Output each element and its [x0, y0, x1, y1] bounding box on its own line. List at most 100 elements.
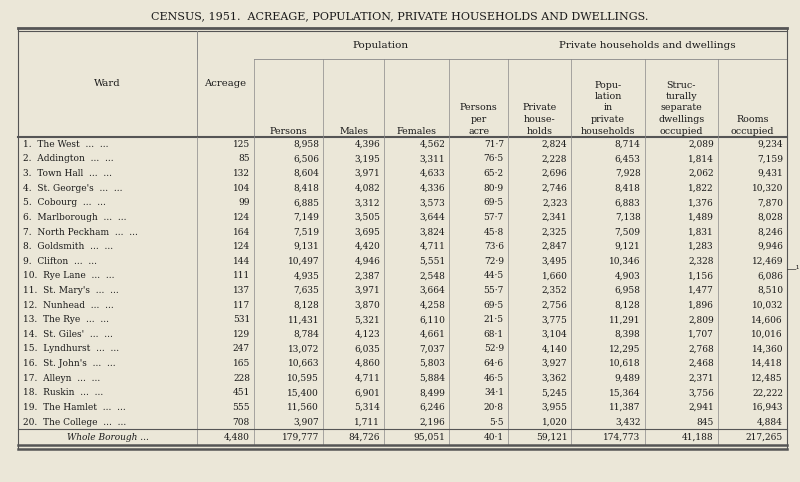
- Text: 1,814: 1,814: [688, 154, 714, 163]
- Text: 8,604: 8,604: [294, 169, 319, 178]
- Text: 1.  The West  ...  ...: 1. The West ... ...: [23, 140, 109, 149]
- Text: 10,663: 10,663: [288, 359, 319, 368]
- Text: 7,509: 7,509: [614, 228, 641, 237]
- Text: 95,051: 95,051: [414, 433, 446, 442]
- Text: 4,480: 4,480: [224, 433, 250, 442]
- Text: 59,121: 59,121: [536, 433, 567, 442]
- Text: 99: 99: [238, 198, 250, 207]
- Text: 15.  Lyndhurst  ...  ...: 15. Lyndhurst ... ...: [23, 345, 119, 353]
- Text: 52·9: 52·9: [484, 345, 504, 353]
- Text: 2,548: 2,548: [419, 271, 446, 281]
- Text: 18.  Ruskin  ...  ...: 18. Ruskin ... ...: [23, 388, 103, 397]
- Text: 117: 117: [233, 301, 250, 309]
- Text: 3,362: 3,362: [542, 374, 567, 383]
- Text: 8,510: 8,510: [757, 286, 783, 295]
- Text: 4,420: 4,420: [354, 242, 380, 251]
- Text: Persons: Persons: [270, 126, 307, 135]
- Text: 3,971: 3,971: [354, 286, 380, 295]
- Text: 2,941: 2,941: [688, 403, 714, 412]
- Text: —¹: —¹: [786, 264, 800, 273]
- Text: 34·1: 34·1: [484, 388, 504, 397]
- Text: 6,110: 6,110: [419, 315, 446, 324]
- Text: 8,784: 8,784: [294, 330, 319, 339]
- Text: 11,291: 11,291: [609, 315, 641, 324]
- Text: 9.  Clifton  ...  ...: 9. Clifton ... ...: [23, 257, 97, 266]
- Text: 8,128: 8,128: [294, 301, 319, 309]
- Text: 20.  The College  ...  ...: 20. The College ... ...: [23, 417, 126, 427]
- Text: 46·5: 46·5: [484, 374, 504, 383]
- Text: 174,773: 174,773: [603, 433, 641, 442]
- Text: 4,336: 4,336: [420, 184, 446, 193]
- Text: 2,341: 2,341: [542, 213, 567, 222]
- Text: 8,128: 8,128: [615, 301, 641, 309]
- Text: 17.  Alleyn  ...  ...: 17. Alleyn ... ...: [23, 374, 100, 383]
- Text: 1,896: 1,896: [688, 301, 714, 309]
- Text: 12,295: 12,295: [609, 345, 641, 353]
- Text: Ward: Ward: [94, 80, 121, 89]
- Text: 4,711: 4,711: [354, 374, 380, 383]
- Text: 3.  Town Hall  ...  ...: 3. Town Hall ... ...: [23, 169, 112, 178]
- Text: 2,328: 2,328: [688, 257, 714, 266]
- Text: 13.  The Rye  ...  ...: 13. The Rye ... ...: [23, 315, 109, 324]
- Text: lation: lation: [594, 92, 622, 101]
- Text: 2,062: 2,062: [688, 169, 714, 178]
- Text: 10,497: 10,497: [287, 257, 319, 266]
- Text: 5,321: 5,321: [354, 315, 380, 324]
- Text: 4,258: 4,258: [419, 301, 446, 309]
- Text: 3,495: 3,495: [542, 257, 567, 266]
- Text: 2,847: 2,847: [542, 242, 567, 251]
- Text: 7.  North Peckham  ...  ...: 7. North Peckham ... ...: [23, 228, 138, 237]
- Text: 85: 85: [238, 154, 250, 163]
- Text: 2,768: 2,768: [688, 345, 714, 353]
- Text: 4,946: 4,946: [354, 257, 380, 266]
- Text: 40·1: 40·1: [484, 433, 504, 442]
- Text: 9,431: 9,431: [758, 169, 783, 178]
- Text: 2,809: 2,809: [688, 315, 714, 324]
- Text: occupied: occupied: [730, 126, 774, 135]
- Text: 19.  The Hamlet  ...  ...: 19. The Hamlet ... ...: [23, 403, 126, 412]
- Text: 5.  Cobourg  ...  ...: 5. Cobourg ... ...: [23, 198, 106, 207]
- Text: 1,831: 1,831: [688, 228, 714, 237]
- Text: 2,824: 2,824: [542, 140, 567, 149]
- Text: 2,468: 2,468: [688, 359, 714, 368]
- Text: Males: Males: [339, 126, 368, 135]
- Text: 2,089: 2,089: [688, 140, 714, 149]
- Text: 3,195: 3,195: [354, 154, 380, 163]
- Text: 3,695: 3,695: [354, 228, 380, 237]
- Text: 21·5: 21·5: [484, 315, 504, 324]
- Text: 5,245: 5,245: [542, 388, 567, 397]
- Text: 15,364: 15,364: [609, 388, 641, 397]
- Text: 124: 124: [233, 242, 250, 251]
- Text: 11.  St. Mary's  ...  ...: 11. St. Mary's ... ...: [23, 286, 118, 295]
- Text: 10,618: 10,618: [609, 359, 641, 368]
- Text: 11,431: 11,431: [288, 315, 319, 324]
- Text: Rooms: Rooms: [736, 115, 769, 124]
- Text: 2,196: 2,196: [419, 417, 446, 427]
- Text: 111: 111: [233, 271, 250, 281]
- Text: 10.  Rye Lane  ...  ...: 10. Rye Lane ... ...: [23, 271, 114, 281]
- Text: 9,946: 9,946: [757, 242, 783, 251]
- Text: 8.  Goldsmith  ...  ...: 8. Goldsmith ... ...: [23, 242, 113, 251]
- Text: 3,311: 3,311: [420, 154, 446, 163]
- Text: 5,314: 5,314: [354, 403, 380, 412]
- Text: Private households and dwellings: Private households and dwellings: [559, 40, 736, 50]
- Text: 3,312: 3,312: [354, 198, 380, 207]
- Text: 4,123: 4,123: [354, 330, 380, 339]
- Text: 3,971: 3,971: [354, 169, 380, 178]
- Text: 1,660: 1,660: [542, 271, 567, 281]
- Text: 5,884: 5,884: [419, 374, 446, 383]
- Text: Struc-: Struc-: [666, 80, 696, 90]
- Text: 165: 165: [233, 359, 250, 368]
- Text: 2,371: 2,371: [688, 374, 714, 383]
- Text: 65·2: 65·2: [484, 169, 504, 178]
- Text: 4,396: 4,396: [354, 140, 380, 149]
- Text: 2,387: 2,387: [354, 271, 380, 281]
- Text: 6,506: 6,506: [293, 154, 319, 163]
- Text: 44·5: 44·5: [484, 271, 504, 281]
- Text: 2,696: 2,696: [542, 169, 567, 178]
- Text: 14,418: 14,418: [751, 359, 783, 368]
- Text: 3,927: 3,927: [542, 359, 567, 368]
- Text: 3,573: 3,573: [419, 198, 446, 207]
- Text: Popu-: Popu-: [594, 80, 622, 90]
- Text: 9,131: 9,131: [294, 242, 319, 251]
